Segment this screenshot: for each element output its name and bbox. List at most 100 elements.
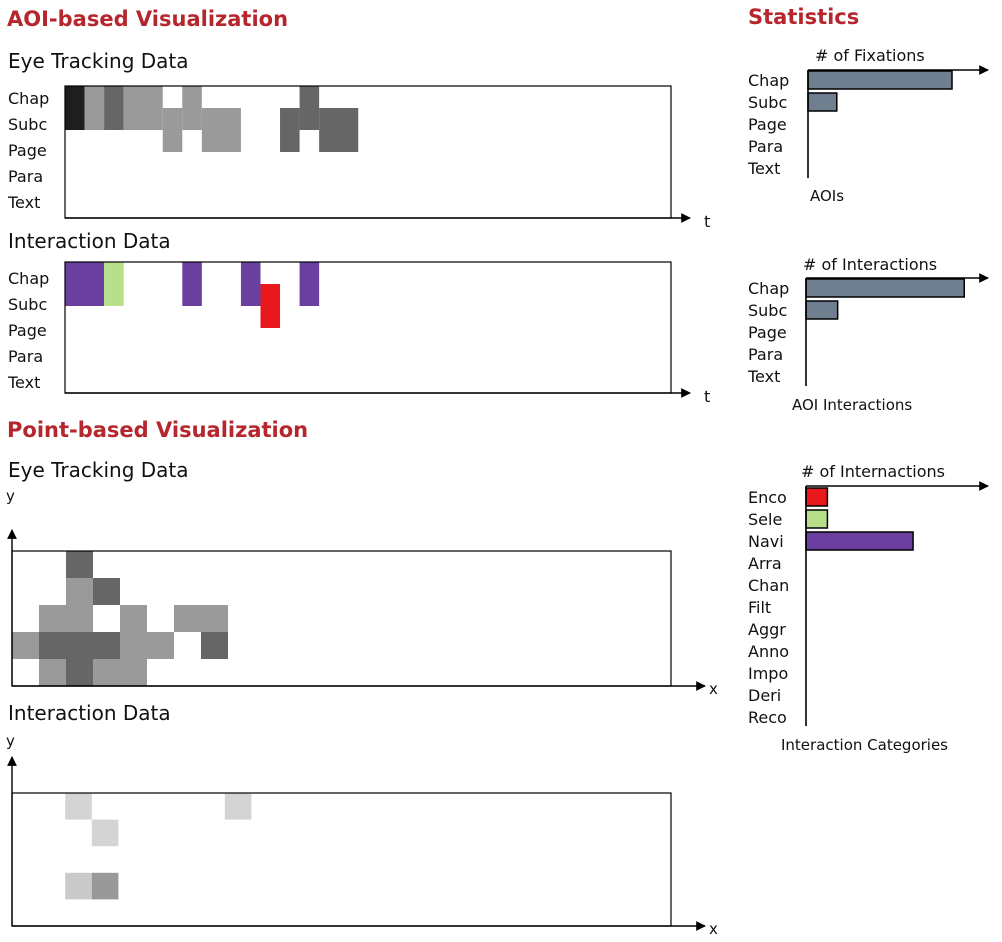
category-label: Sele: [748, 510, 782, 529]
heatmap-cell: [104, 108, 124, 130]
row-label: Text: [7, 193, 40, 212]
heatmap-cell: [65, 872, 92, 900]
interaction-categories-bar-chart: # of Internactions Enco Sele Navi Arra Chan Fi…: [748, 462, 989, 754]
heatmap-cell: [201, 605, 228, 632]
x-axis-label: t: [704, 387, 710, 406]
category-label: Enco: [748, 488, 787, 507]
heatmap-cell: [319, 130, 359, 152]
heatmap-cell: [260, 306, 281, 328]
category-label: Subc: [748, 301, 787, 320]
heatmap-cell: [66, 659, 93, 686]
heatmap-cell: [66, 551, 93, 578]
row-label: Subc: [8, 115, 47, 134]
row-label: Chap: [8, 89, 49, 108]
category-label: Chap: [748, 71, 789, 90]
row-label: Para: [8, 167, 43, 186]
category-label: Reco: [748, 708, 787, 727]
heatmap-cell: [120, 632, 147, 659]
heatmap-cell: [104, 86, 124, 108]
category-label: Navi: [748, 532, 784, 551]
heatmap-cell: [39, 605, 66, 632]
heatmap-cell: [91, 872, 119, 900]
category-label: Text: [747, 367, 780, 386]
heatmap-cell: [240, 262, 261, 284]
x-axis-label: x: [709, 920, 718, 938]
heatmap-cell: [201, 130, 241, 152]
category-label: Anno: [748, 642, 789, 661]
x-axis-label: Interaction Categories: [781, 736, 948, 754]
category-label: Para: [748, 137, 783, 156]
heatmap-cell: [224, 793, 252, 820]
heatmap-cell: [201, 108, 241, 130]
heatmap-cell: [66, 605, 93, 632]
aoi-section-title: AOI-based Visualization: [7, 7, 288, 31]
heatmap-cell: [162, 130, 183, 152]
category-label: Chap: [748, 279, 789, 298]
bar: [805, 300, 839, 320]
heatmap-cell: [66, 632, 93, 659]
heatmap-cell: [104, 262, 124, 284]
row-label: Subc: [8, 295, 47, 314]
category-label: Filt: [748, 598, 771, 617]
heatmap-cell: [65, 108, 85, 130]
heatmap-cell: [65, 793, 92, 820]
plot-frame: [64, 261, 672, 394]
category-label: Deri: [748, 686, 781, 705]
heatmap-cell: [120, 659, 147, 686]
heatmap-cell: [319, 108, 359, 130]
point-section-title: Point-based Visualization: [7, 418, 308, 442]
bar: [805, 531, 914, 551]
heatmap-cell: [65, 284, 105, 306]
heatmap-cell: [104, 284, 124, 306]
fixations-bar-chart: # of Fixations Chap Subc Page Para Text AOIs: [747, 46, 989, 205]
heatmap-cell: [120, 605, 147, 632]
bar: [807, 92, 838, 112]
heatmap-cell: [174, 605, 201, 632]
bar: [805, 278, 966, 298]
category-label: Chan: [748, 576, 789, 595]
category-label: Arra: [748, 554, 782, 573]
category-label: Page: [748, 323, 787, 342]
heatmap-cell: [39, 632, 66, 659]
category-label: Page: [748, 115, 787, 134]
chart-title: # of Fixations: [815, 46, 925, 65]
heatmap-cell: [299, 262, 320, 284]
chart-title: Interaction Data: [8, 229, 171, 253]
x-axis-label: AOIs: [810, 187, 844, 205]
heatmap-cell: [299, 108, 320, 130]
chart-title: Eye Tracking Data: [8, 458, 189, 482]
heatmap-cell: [280, 130, 300, 152]
chart-title: Interaction Data: [8, 701, 171, 725]
heatmap-cell: [93, 632, 120, 659]
heatmap-cell: [123, 86, 163, 108]
heatmap-cell: [299, 284, 320, 306]
heatmap-cell: [65, 262, 105, 284]
heatmap-cell: [123, 108, 163, 130]
bar: [807, 70, 953, 90]
row-label: Text: [7, 373, 40, 392]
heatmap-cell: [182, 86, 202, 108]
heatmap-cell: [84, 86, 105, 108]
statistics-section-title: Statistics: [748, 5, 859, 29]
heatmap-cell: [66, 578, 93, 605]
x-axis-label: t: [704, 212, 710, 231]
heatmap-cell: [12, 632, 39, 659]
heatmap-cell: [280, 108, 300, 130]
row-label: Page: [8, 141, 47, 160]
aoi-eye-tracking-chart: Eye Tracking Data Chap Subc Page Para Text t: [7, 49, 710, 231]
heatmap-cell: [147, 632, 174, 659]
point-interaction-chart: Interaction Data y x: [6, 701, 718, 938]
heatmap-cell: [182, 262, 202, 284]
heatmap-cell: [91, 819, 119, 847]
heatmap-cell: [93, 578, 120, 605]
heatmap-cell: [260, 284, 281, 306]
heatmap-cell: [299, 86, 320, 108]
chart-title: # of Internactions: [801, 462, 945, 481]
heatmap-cell: [182, 284, 202, 306]
y-axis-label: y: [6, 487, 15, 505]
heatmap-cell: [162, 108, 183, 130]
x-axis-label: AOI Interactions: [792, 396, 912, 414]
heatmap-cell: [65, 86, 85, 108]
heatmap-cell: [182, 108, 202, 130]
